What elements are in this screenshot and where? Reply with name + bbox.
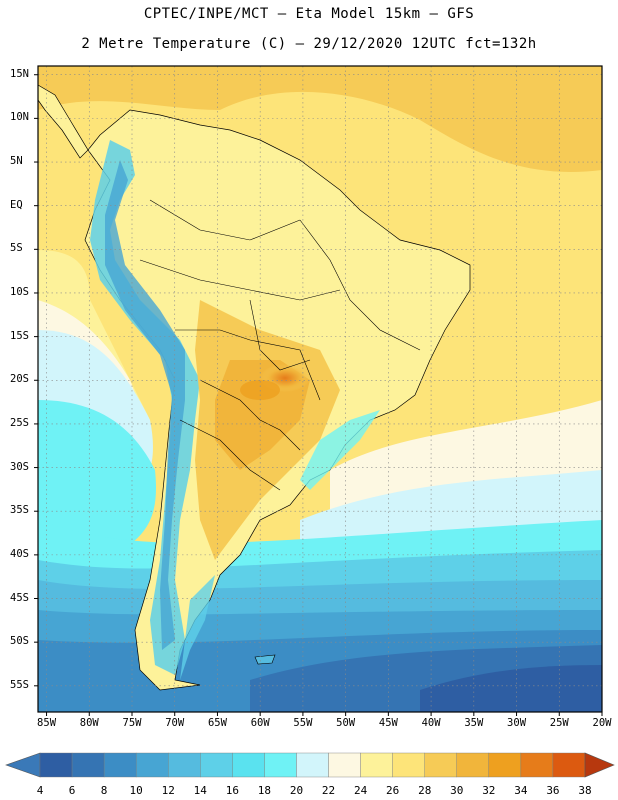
lat-label: 50S [10,635,29,648]
lon-label: 20W [592,717,612,729]
colorbar-swatch [39,752,73,778]
colorbar-swatch [168,752,201,778]
map-frame [37,65,603,713]
map-title-line1: CPTEC/INPE/MCT – Eta Model 15km – GFS [143,6,475,22]
lon-label: 40W [421,717,441,729]
temperature-map [34,65,603,716]
colorbar-label: 10 [129,784,143,797]
lon-label: 30W [507,717,527,729]
colorbar-swatch [71,752,105,778]
colorbar-label: 18 [257,784,272,797]
colorbar-swatch [488,752,522,778]
colorbar-under-arrow [5,752,41,778]
colorbar [5,752,615,778]
colorbar-label: 16 [225,784,239,797]
lon-label: 35W [464,717,484,729]
lat-label: 40S [10,547,29,560]
colorbar-swatch [135,752,169,778]
colorbar-swatch [520,752,554,778]
lat-label: 30S [10,460,29,473]
lat-label: 5N [10,155,23,168]
colorbar-swatch [392,752,425,778]
colorbar-label: 38 [578,784,592,797]
lon-label: 25W [549,717,569,729]
colorbar-label: 12 [161,784,175,797]
lat-label: 20S [10,373,29,386]
colorbar-label: 6 [68,784,76,797]
colorbar-label: 4 [36,784,44,797]
lon-label: 55W [293,717,313,729]
lat-label: 10S [10,285,29,298]
lat-label: 5S [10,242,23,255]
lon-label: 70W [165,717,185,729]
patagonia-cool [180,575,215,680]
central-america-land [38,84,89,159]
colorbar-label: 32 [482,784,496,797]
country-borders [139,199,421,491]
lat-label: 15N [10,67,29,80]
lon-label: 80W [79,717,99,729]
colorbar-label: 36 [546,784,560,797]
ocean-south-4 [420,665,602,712]
lat-label: 45S [10,591,29,604]
lon-label: 65W [207,717,227,729]
colorbar-swatch [264,752,297,778]
lon-label: 75W [122,717,142,729]
colorbar-swatch [103,752,137,778]
colorbar-label: 30 [450,784,464,797]
ocean-north-band [38,66,602,172]
colorbar-swatch [232,752,265,778]
lon-label: 60W [250,717,270,729]
lat-label: 10N [10,111,29,124]
colorbar-swatch [360,752,393,778]
colorbar-over-arrow [584,752,615,778]
andes-cold-core [105,160,185,650]
colorbar-label: 20 [289,784,304,797]
lat-label: 15S [10,329,29,342]
falklands-land [254,654,276,665]
colorbar-label: 22 [321,784,336,797]
colorbar-swatch [424,752,457,778]
lat-label: 35S [10,504,29,517]
lat-label: EQ [10,198,23,211]
colorbar-label: 28 [418,784,432,797]
colorbar-label: 8 [100,784,108,797]
lat-label: 25S [10,416,29,429]
lat-label: 55S [10,678,29,691]
lon-label: 45W [378,717,398,729]
colorbar-label: 14 [193,784,207,797]
colorbar-swatch [552,752,586,778]
colorbar-label: 24 [353,784,368,797]
colorbar-swatch [456,752,490,778]
colorbar-swatch [296,752,329,778]
ocean-east-22 [330,400,602,520]
colorbar-label: 34 [514,784,528,797]
lon-label: 50W [336,717,356,729]
lon-label: 85W [37,717,57,729]
colorbar-label: 26 [386,784,400,797]
colorbar-swatch [200,752,233,778]
colorbar-swatch [328,752,361,778]
ocean-16-west [38,400,157,570]
map-title-line2: 2 Metre Temperature (C) – 29/12/2020 12U… [81,36,537,52]
south-brazil-cool [300,410,380,490]
